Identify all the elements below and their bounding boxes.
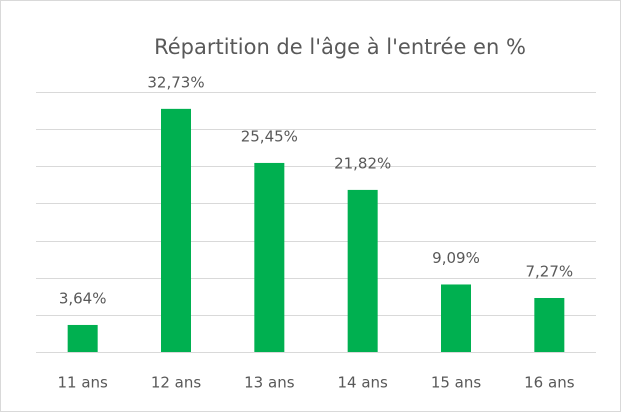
data-label: 32,73% [147, 73, 204, 91]
data-label: 7,27% [526, 262, 574, 280]
bar [161, 108, 191, 352]
bar [67, 324, 98, 352]
data-label: 9,09% [432, 249, 480, 267]
x-tick-label: 14 ans [337, 374, 388, 392]
x-tick-label: 13 ans [244, 374, 295, 392]
bar [534, 297, 565, 352]
x-tick-label: 12 ans [151, 374, 202, 392]
bar [347, 189, 378, 352]
data-label: 21,82% [334, 154, 391, 172]
data-label: 25,45% [241, 127, 298, 145]
x-tick-label: 15 ans [431, 374, 482, 392]
bar [254, 162, 285, 352]
bar [441, 284, 471, 352]
x-tick-label: 16 ans [524, 374, 575, 392]
x-tick-label: 11 ans [57, 374, 108, 392]
chart-title: Répartition de l'âge à l'entrée en % [154, 35, 526, 59]
data-label: 3,64% [59, 289, 107, 307]
